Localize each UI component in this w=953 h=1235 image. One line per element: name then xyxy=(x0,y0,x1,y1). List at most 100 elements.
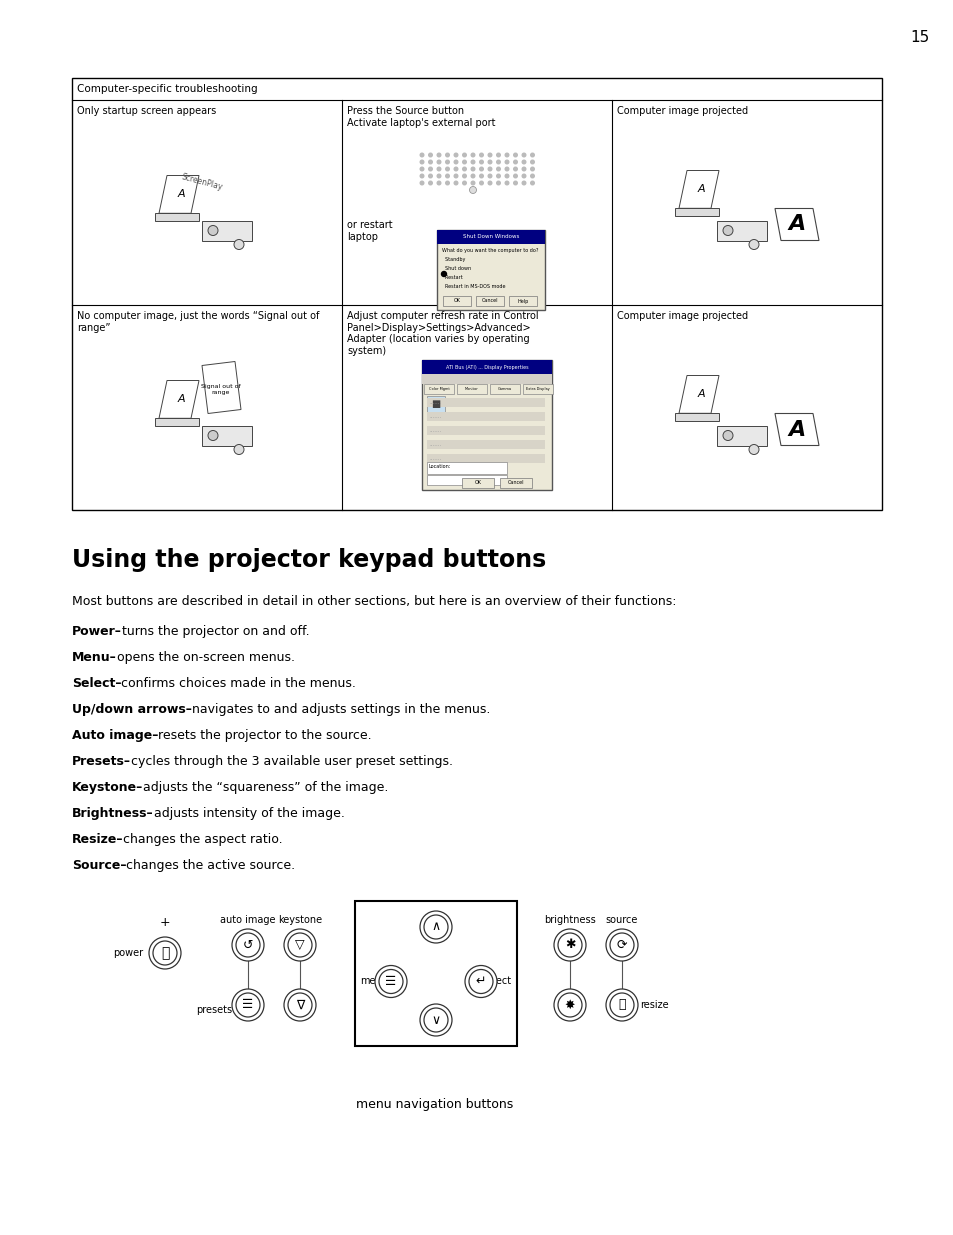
Circle shape xyxy=(497,161,499,164)
Bar xyxy=(427,426,544,435)
Bar xyxy=(490,384,519,394)
Text: changes the aspect ratio.: changes the aspect ratio. xyxy=(123,832,283,846)
Circle shape xyxy=(505,174,508,178)
Text: power: power xyxy=(112,948,143,958)
Circle shape xyxy=(454,167,457,170)
Text: opens the on-screen menus.: opens the on-screen menus. xyxy=(116,651,294,664)
Text: Computer-specific troubleshooting: Computer-specific troubleshooting xyxy=(77,84,257,94)
Bar xyxy=(154,419,199,426)
Circle shape xyxy=(471,161,475,164)
Text: keystone: keystone xyxy=(277,915,322,925)
Bar xyxy=(427,440,544,450)
Bar xyxy=(461,478,494,488)
Circle shape xyxy=(497,182,499,185)
Circle shape xyxy=(609,932,634,957)
Text: Most buttons are described in detail in other sections, but here is an overview : Most buttons are described in detail in … xyxy=(71,595,676,608)
Text: A: A xyxy=(697,389,704,399)
Circle shape xyxy=(436,174,440,178)
Text: A: A xyxy=(697,184,704,194)
Bar xyxy=(717,221,766,241)
Circle shape xyxy=(375,966,407,998)
Polygon shape xyxy=(679,375,719,414)
Circle shape xyxy=(419,174,423,178)
Text: brightness: brightness xyxy=(543,915,596,925)
Circle shape xyxy=(505,167,508,170)
Text: source: source xyxy=(605,915,638,925)
Circle shape xyxy=(232,929,264,961)
Bar xyxy=(427,412,544,421)
Text: Extra Display: Extra Display xyxy=(525,387,549,391)
Bar xyxy=(427,454,544,463)
Text: Only startup screen appears: Only startup screen appears xyxy=(77,106,216,116)
Text: Presets–: Presets– xyxy=(71,755,131,768)
Circle shape xyxy=(497,174,499,178)
Text: Gamma: Gamma xyxy=(497,387,512,391)
Text: Using the projector keypad buttons: Using the projector keypad buttons xyxy=(71,548,546,572)
Text: .......: ....... xyxy=(429,414,441,419)
Circle shape xyxy=(288,993,312,1016)
Circle shape xyxy=(454,153,457,157)
Bar xyxy=(355,902,517,1046)
Circle shape xyxy=(497,153,499,157)
Text: ∨: ∨ xyxy=(431,1014,440,1026)
Circle shape xyxy=(436,167,440,170)
Text: Help: Help xyxy=(517,299,528,304)
Bar xyxy=(202,426,252,446)
Circle shape xyxy=(469,186,476,194)
Text: Signal out of
range: Signal out of range xyxy=(201,384,240,395)
Circle shape xyxy=(471,167,475,170)
Text: Source–: Source– xyxy=(71,860,127,872)
Text: confirms choices made in the menus.: confirms choices made in the menus. xyxy=(121,677,356,690)
Circle shape xyxy=(505,161,508,164)
Circle shape xyxy=(454,174,457,178)
Circle shape xyxy=(462,174,466,178)
Circle shape xyxy=(445,167,449,170)
Circle shape xyxy=(152,941,177,965)
Circle shape xyxy=(436,153,440,157)
Bar xyxy=(436,230,544,245)
Text: Keystone–: Keystone– xyxy=(71,781,143,794)
Text: ☰: ☰ xyxy=(242,999,253,1011)
Circle shape xyxy=(464,966,497,998)
Circle shape xyxy=(445,161,449,164)
Polygon shape xyxy=(159,175,199,214)
Text: Shut down: Shut down xyxy=(441,266,471,270)
Circle shape xyxy=(513,167,517,170)
Circle shape xyxy=(558,932,581,957)
Text: menu navigation buttons: menu navigation buttons xyxy=(356,1098,513,1112)
Circle shape xyxy=(488,161,492,164)
Bar xyxy=(421,359,552,490)
Text: adjusts the “squareness” of the image.: adjusts the “squareness” of the image. xyxy=(143,781,388,794)
Circle shape xyxy=(232,989,264,1021)
Circle shape xyxy=(521,153,525,157)
Circle shape xyxy=(748,445,759,454)
Text: A: A xyxy=(787,215,804,235)
Polygon shape xyxy=(202,362,241,414)
Text: ↵: ↵ xyxy=(476,974,486,988)
Circle shape xyxy=(462,161,466,164)
Circle shape xyxy=(423,915,448,939)
Text: Menu–: Menu– xyxy=(71,651,116,664)
Text: ▽: ▽ xyxy=(294,939,305,951)
Circle shape xyxy=(419,911,452,944)
Circle shape xyxy=(445,182,449,185)
Text: adjusts intensity of the image.: adjusts intensity of the image. xyxy=(153,806,344,820)
Bar xyxy=(427,462,506,474)
Bar xyxy=(476,296,503,306)
Text: Resize–: Resize– xyxy=(71,832,123,846)
Circle shape xyxy=(521,167,525,170)
Polygon shape xyxy=(679,170,719,209)
Polygon shape xyxy=(774,414,818,446)
Circle shape xyxy=(521,182,525,185)
Text: changes the active source.: changes the active source. xyxy=(127,860,295,872)
Circle shape xyxy=(488,174,492,178)
Bar xyxy=(202,221,252,241)
Text: .......: ....... xyxy=(429,429,441,433)
Circle shape xyxy=(378,969,402,993)
Text: select: select xyxy=(482,977,512,987)
Circle shape xyxy=(284,989,315,1021)
Text: resize: resize xyxy=(639,1000,668,1010)
Circle shape xyxy=(530,161,534,164)
Text: or restart
laptop: or restart laptop xyxy=(347,220,393,242)
Circle shape xyxy=(488,167,492,170)
